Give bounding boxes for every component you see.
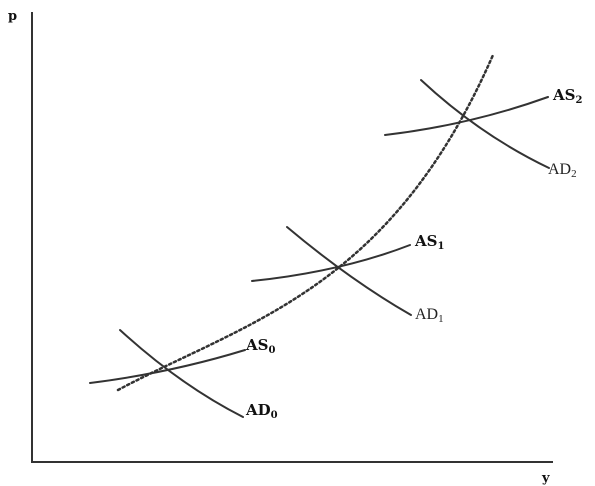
as1-curve xyxy=(251,244,411,282)
ad1-label: AD1 xyxy=(415,306,444,325)
y-axis-label: p xyxy=(8,9,17,24)
ad2-label: AD2 xyxy=(548,161,577,180)
x-axis-label: y xyxy=(541,471,550,486)
ad2-curve xyxy=(420,79,550,169)
as2-label: AS2 xyxy=(552,86,582,106)
ad0-curve xyxy=(119,329,244,418)
as0-label: AS0 xyxy=(245,336,275,356)
price-path-dotted-curve xyxy=(116,53,495,392)
as1-label: AS1 xyxy=(414,232,444,252)
ad0-label: AD0 xyxy=(245,401,278,421)
ad1-curve xyxy=(286,226,412,316)
as2-curve xyxy=(384,96,549,136)
